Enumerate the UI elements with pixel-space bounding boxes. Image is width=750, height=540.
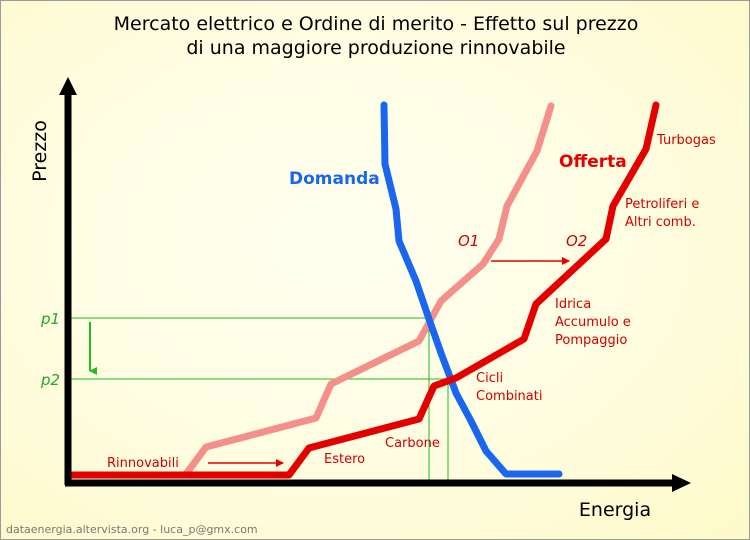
supply-curve-o2 bbox=[67, 101, 660, 479]
x-axis-label: Energia bbox=[579, 499, 651, 521]
source-label-hydro-3: Pompaggio bbox=[555, 333, 627, 348]
source-label-combined-cycle-1: Cicli bbox=[476, 371, 503, 386]
demand-curve bbox=[380, 101, 563, 478]
demand-label: Domanda bbox=[289, 169, 380, 189]
footer-credit: dataenergia.altervista.org - luca_p@gmx.… bbox=[6, 523, 258, 536]
source-label-combined-cycle-2: Combinati bbox=[476, 389, 542, 404]
supply-curve-o1 bbox=[182, 102, 555, 478]
supply-label: Offerta bbox=[559, 152, 627, 172]
title-line-2: di una maggiore produzione rinnovabile bbox=[186, 37, 565, 59]
source-label-oil-1: Petroliferi e bbox=[625, 197, 699, 212]
source-label-hydro-1: Idrica bbox=[555, 297, 591, 312]
price-label-p2: p2 bbox=[40, 371, 60, 389]
curve-label-o2: O2 bbox=[566, 232, 587, 250]
price-label-p1: p1 bbox=[40, 310, 60, 328]
source-label-renewables: Rinnovabili bbox=[107, 456, 179, 471]
title-line-1: Mercato elettrico e Ordine di merito - E… bbox=[114, 13, 639, 35]
y-axis-label: Prezzo bbox=[29, 120, 51, 182]
source-label-coal: Carbone bbox=[385, 436, 440, 451]
source-label-oil-2: Altri comb. bbox=[625, 215, 696, 230]
source-label-turbogas: Turbogas bbox=[656, 133, 716, 148]
source-label-hydro-2: Accumulo e bbox=[555, 315, 631, 330]
curve-label-o1: O1 bbox=[458, 232, 479, 250]
x-axis-arrowhead bbox=[672, 474, 691, 492]
source-label-abroad: Estero bbox=[324, 452, 365, 467]
y-axis-arrowhead bbox=[59, 77, 77, 95]
